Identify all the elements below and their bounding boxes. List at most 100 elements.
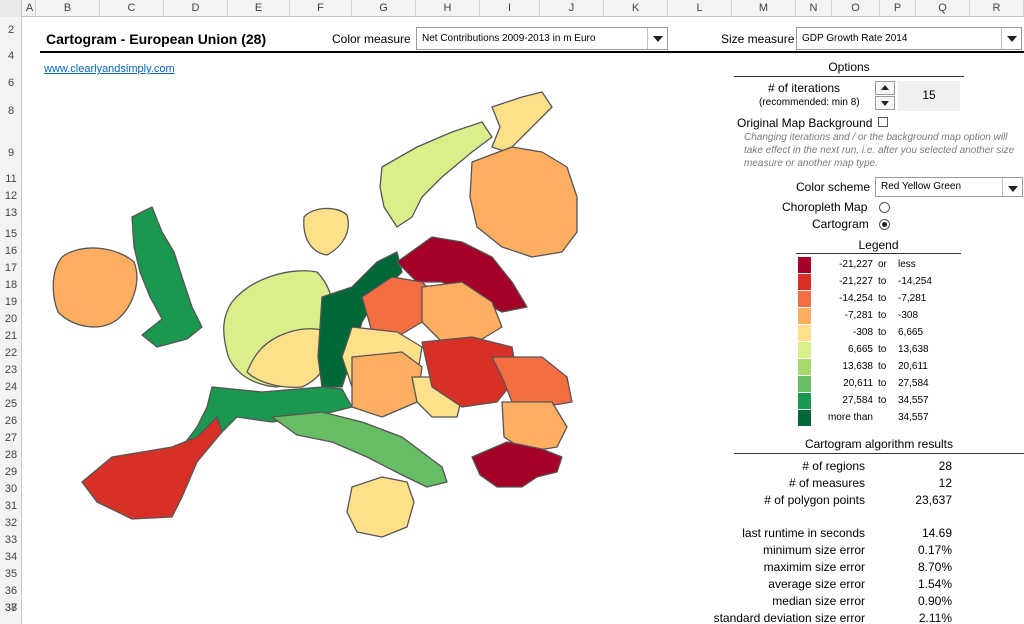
choropleth-radio[interactable] [879,202,890,213]
region-greece[interactable] [471,441,563,488]
row-header-18[interactable]: 18 [4,279,18,291]
column-header-n[interactable]: N [796,0,832,17]
row-header-30[interactable]: 30 [4,483,18,495]
result-label: # of measures [788,476,865,490]
region-baltics[interactable] [469,146,578,258]
background-checkbox[interactable] [878,117,888,127]
row-header-24[interactable]: 24 [4,381,18,393]
row-header-36[interactable]: 36 [4,585,18,597]
row-header-12[interactable]: 12 [4,190,18,202]
region-hungary[interactable] [351,351,423,418]
row-header-bar: 2 4 6 8 9 11 12 13 15 16 17 18 19 20 21 22 23 24 25 26 27 28 2… [0,17,22,624]
region-france-inner[interactable] [246,328,335,388]
region-united-kingdom[interactable] [131,206,203,348]
column-header-g[interactable]: G [352,0,416,17]
row-header-35[interactable]: 35 [4,568,18,580]
column-header-q[interactable]: Q [916,0,970,17]
row-header-15[interactable]: 15 [4,228,18,240]
region-denmark[interactable] [303,207,349,256]
legend-separator: to [878,310,887,321]
iterations-value[interactable]: 15 [898,81,960,111]
size-measure-label: Size measure [721,32,795,46]
row-header-29[interactable]: 29 [4,466,18,478]
row-header-34[interactable]: 34 [4,551,18,563]
result-label: average size error [768,577,865,591]
row-header-9[interactable]: 9 [7,147,15,159]
select-all-corner[interactable] [0,0,22,17]
color-measure-dropdown[interactable]: Net Contributions 2009-2013 in m Euro [416,27,668,50]
row-header-8[interactable]: 8 [7,105,15,117]
row-header-31[interactable]: 31 [4,500,18,512]
region-cyprus[interactable] [346,476,415,538]
row-header-28[interactable]: 28 [4,449,18,461]
column-header-e[interactable]: E [228,0,290,17]
legend-to: -308 [898,310,919,321]
row-header-37[interactable]: 37 [4,602,18,614]
cartogram-radio[interactable] [879,219,890,230]
legend-separator: to [878,344,887,355]
column-header-j[interactable]: J [540,0,604,17]
column-header-h[interactable]: H [416,0,480,17]
region-spain[interactable] [81,416,223,520]
row-header-20[interactable]: 20 [4,313,18,325]
region-finland[interactable] [491,91,553,153]
website-link[interactable]: www.clearlyandsimply.com [44,63,175,75]
iterations-up-button[interactable] [875,81,895,95]
size-measure-value: GDP Growth Rate 2014 [802,33,908,44]
region-italy[interactable] [271,411,448,488]
row-header-11[interactable]: 11 [5,173,17,185]
row-header-2[interactable]: 2 [7,24,15,36]
column-header-o[interactable]: O [832,0,880,17]
legend-swatch [798,342,811,358]
column-header-b[interactable]: B [36,0,100,17]
iterations-down-button[interactable] [875,96,895,110]
region-bulgaria[interactable] [491,356,573,408]
column-header-c[interactable]: C [100,0,164,17]
row-header-22[interactable]: 22 [4,347,18,359]
column-header-f[interactable]: F [290,0,352,17]
row-header-19[interactable]: 19 [4,296,18,308]
size-measure-dropdown[interactable]: GDP Growth Rate 2014 [796,27,1022,50]
legend-divider [796,253,961,254]
row-header-13[interactable]: 13 [4,207,18,219]
chevron-down-icon[interactable] [1002,178,1022,196]
column-header-m[interactable]: M [732,0,796,17]
column-header-k[interactable]: K [604,0,668,17]
row-header-33[interactable]: 33 [4,534,18,546]
region-croatia[interactable] [501,401,568,453]
legend-from: -308 [852,327,873,338]
region-poland[interactable] [396,236,528,313]
column-header-i[interactable]: I [480,0,540,17]
column-header-p[interactable]: P [880,0,916,17]
row-header-23[interactable]: 23 [4,364,18,376]
column-header-d[interactable]: D [164,0,228,17]
chevron-down-icon[interactable] [647,28,667,49]
row-header-32[interactable]: 32 [4,517,18,529]
region-alps[interactable] [181,386,353,458]
column-header-l[interactable]: L [668,0,732,17]
row-header-26[interactable]: 26 [4,415,18,427]
region-ireland[interactable] [52,247,138,328]
column-header-r[interactable]: R [970,0,1024,17]
row-header-38[interactable]: 38 [4,602,18,614]
legend-to: 6,665 [898,327,924,338]
legend-to: less [898,259,916,270]
row-header-17[interactable]: 17 [4,262,18,274]
column-header-a[interactable]: A [24,0,36,17]
region-sweden[interactable] [379,121,493,228]
row-header-25[interactable]: 25 [4,398,18,410]
row-header-4[interactable]: 4 [7,50,15,62]
row-header-6[interactable]: 6 [7,77,15,89]
row-header-16[interactable]: 16 [4,245,18,257]
result-label: median size error [772,594,865,608]
legend-from: -21,227 [839,276,873,287]
row-header-27[interactable]: 27 [4,432,18,444]
legend-from: 27,584 [842,395,873,406]
chevron-down-icon[interactable] [1001,28,1021,49]
region-slovakia[interactable] [421,281,503,343]
color-scheme-dropdown[interactable]: Red Yellow Green [875,177,1023,197]
choropleth-label: Choropleth Map [782,200,868,214]
legend-from: 20,611 [843,378,873,389]
row-header-21[interactable]: 21 [4,330,18,342]
